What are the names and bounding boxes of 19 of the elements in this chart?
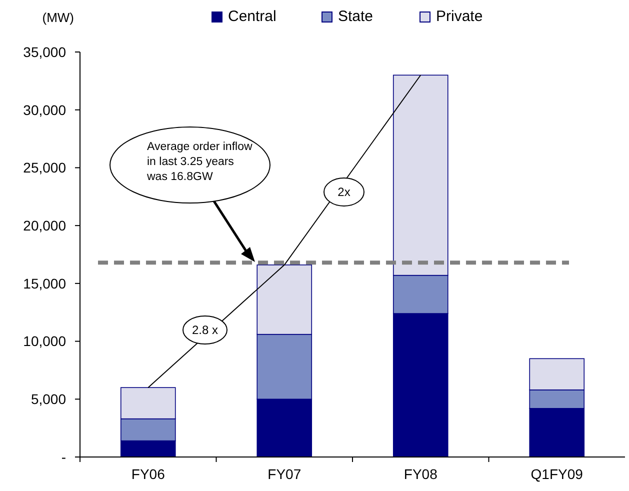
x-tick-label: FY08 (404, 466, 438, 482)
y-tick-label: 25,000 (23, 160, 66, 176)
annotation: 2x (338, 185, 350, 200)
y-tick-label: 10,000 (23, 333, 66, 350)
legend-label: State (338, 8, 374, 25)
annotation: 2.8 x (192, 323, 218, 338)
y-tick-label: 35,000 (23, 44, 66, 60)
legend-label: Private (436, 8, 483, 25)
x-tick-label: FY06 (131, 466, 166, 482)
y-tick-label: 5,000 (30, 391, 66, 408)
y-tick-label: 30,000 (23, 102, 66, 118)
annotation: Average order inflow in last 3.25 years was 16.8GW (146, 141, 253, 183)
legend-label: Central (228, 8, 276, 25)
x-tick-label: FY07 (268, 466, 302, 482)
y-tick-label: - (61, 448, 66, 465)
y-tick-label: 15,000 (23, 275, 66, 292)
y-tick-label: 20,000 (23, 217, 66, 234)
x-tick-label: Q1FY09 (530, 466, 584, 482)
y-axis-title: (MW) (42, 10, 74, 25)
